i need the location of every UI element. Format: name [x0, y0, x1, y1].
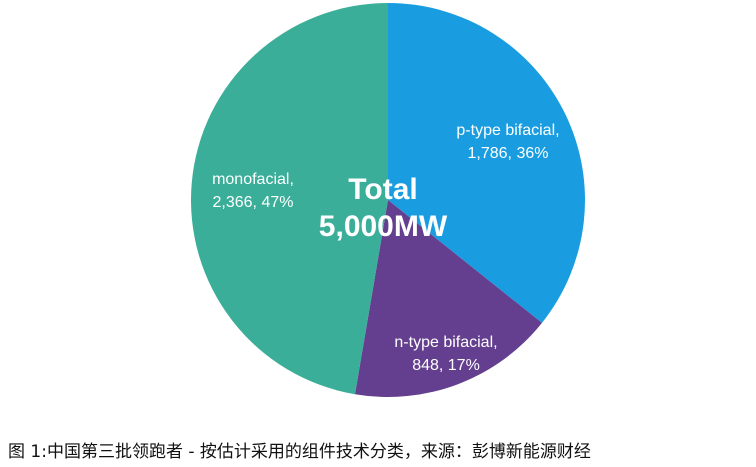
center-title: Total — [348, 173, 417, 206]
caption: 图 1:中国第三批领跑者 - 按估计采用的组件技术分类，来源：彭博新能源财经 — [8, 442, 591, 462]
pie-slice — [191, 3, 388, 395]
slice-category: n-type bifacial, — [394, 334, 497, 351]
pie — [191, 3, 585, 397]
slice-category: p-type bifacial, — [456, 122, 559, 139]
center-value: 5,000MW — [319, 210, 448, 243]
pie-slice — [388, 3, 585, 323]
slice-category: monofacial, — [212, 171, 294, 188]
slice-value: 1,786, 36% — [468, 145, 549, 162]
slice-value: 2,366, 47% — [213, 194, 294, 211]
pie-slice — [354, 200, 542, 397]
slice-value: 848, 17% — [412, 357, 480, 374]
